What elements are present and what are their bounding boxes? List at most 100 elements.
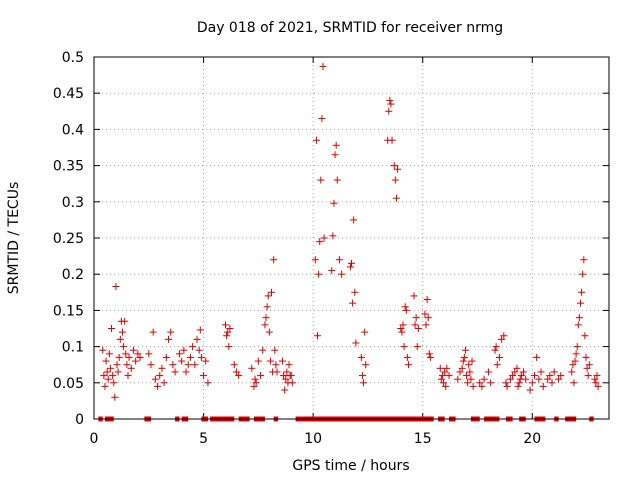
data-point	[491, 346, 499, 354]
data-point	[263, 303, 271, 311]
data-point	[162, 353, 170, 361]
data-point	[514, 382, 522, 390]
data-point	[570, 379, 578, 387]
data-point	[200, 372, 208, 380]
data-point	[134, 350, 142, 358]
data-point	[388, 136, 396, 144]
data-point	[147, 361, 155, 369]
data-point	[580, 256, 588, 264]
x-tick-label: 10	[304, 431, 322, 447]
data-point	[280, 372, 288, 380]
data-point	[287, 372, 295, 380]
data-point	[165, 335, 173, 343]
data-point	[458, 364, 466, 372]
data-point	[108, 325, 116, 332]
data-point	[390, 162, 398, 170]
chart-title: Day 018 of 2021, SRMTID for receiver nrm…	[197, 20, 503, 36]
data-point	[555, 375, 563, 383]
data-point	[221, 321, 229, 329]
data-point	[469, 382, 477, 390]
data-point	[197, 353, 205, 361]
data-point	[109, 372, 117, 380]
y-tick-label: 0.15	[53, 303, 84, 319]
data-point	[465, 361, 473, 369]
data-point	[526, 386, 534, 394]
data-point	[226, 325, 234, 332]
data-point	[189, 343, 197, 351]
data-point	[178, 357, 186, 365]
data-point	[535, 375, 543, 383]
data-point	[513, 364, 521, 372]
data-point	[394, 165, 402, 173]
data-point	[459, 357, 467, 365]
data-point	[114, 368, 122, 376]
data-point	[235, 372, 243, 380]
data-point	[583, 364, 591, 372]
data-point	[266, 357, 274, 365]
grid-lines	[94, 57, 609, 419]
data-point	[156, 372, 164, 380]
data-point	[424, 314, 432, 322]
data-point	[411, 321, 419, 329]
data-point	[121, 317, 129, 325]
data-point	[116, 335, 124, 343]
data-point	[515, 379, 523, 387]
data-point	[421, 310, 429, 318]
y-tick-label: 0.1	[62, 340, 84, 356]
data-point	[582, 353, 590, 361]
data-point	[578, 288, 586, 296]
data-point	[487, 379, 495, 387]
data-point	[500, 332, 508, 340]
data-point	[182, 368, 190, 376]
data-point	[196, 326, 204, 334]
data-point	[530, 372, 538, 380]
data-point	[270, 256, 278, 264]
data-point	[392, 194, 400, 202]
data-point	[503, 382, 511, 390]
data-point	[568, 368, 576, 376]
data-point	[318, 115, 326, 123]
data-point	[264, 292, 272, 300]
data-point	[113, 361, 121, 369]
data-point	[464, 379, 472, 387]
data-point	[401, 303, 409, 311]
data-point	[272, 361, 280, 369]
data-point	[548, 379, 556, 387]
data-point	[252, 379, 260, 387]
data-point	[149, 328, 157, 336]
data-point	[456, 368, 464, 376]
y-tick-label: 0	[75, 412, 84, 428]
data-point	[533, 353, 541, 361]
data-point	[167, 328, 175, 336]
data-point	[110, 379, 118, 387]
data-point	[385, 107, 393, 115]
y-tick-label: 0.3	[62, 195, 84, 211]
data-point	[467, 375, 475, 383]
data-point	[224, 328, 232, 336]
data-point	[572, 350, 580, 358]
data-point	[502, 379, 510, 387]
data-point	[265, 328, 273, 336]
x-tick-label: 15	[414, 431, 432, 447]
data-point	[254, 357, 262, 365]
data-point	[333, 176, 341, 184]
data-point	[273, 368, 281, 376]
data-point	[498, 335, 506, 343]
data-point	[360, 379, 368, 387]
data-point	[315, 270, 323, 278]
y-axis-label: SRMTID / TECUs	[6, 182, 22, 295]
data-point	[111, 393, 119, 401]
data-point	[115, 353, 123, 361]
data-point	[186, 353, 194, 361]
data-point	[506, 375, 514, 383]
plot-frame	[93, 56, 610, 420]
data-point	[386, 96, 394, 104]
data-point	[350, 216, 358, 224]
data-point	[414, 325, 422, 332]
data-point	[282, 375, 290, 383]
data-point	[311, 256, 319, 264]
data-point	[191, 361, 199, 369]
data-point	[175, 350, 183, 358]
data-point	[112, 283, 120, 291]
data-point	[403, 353, 411, 361]
